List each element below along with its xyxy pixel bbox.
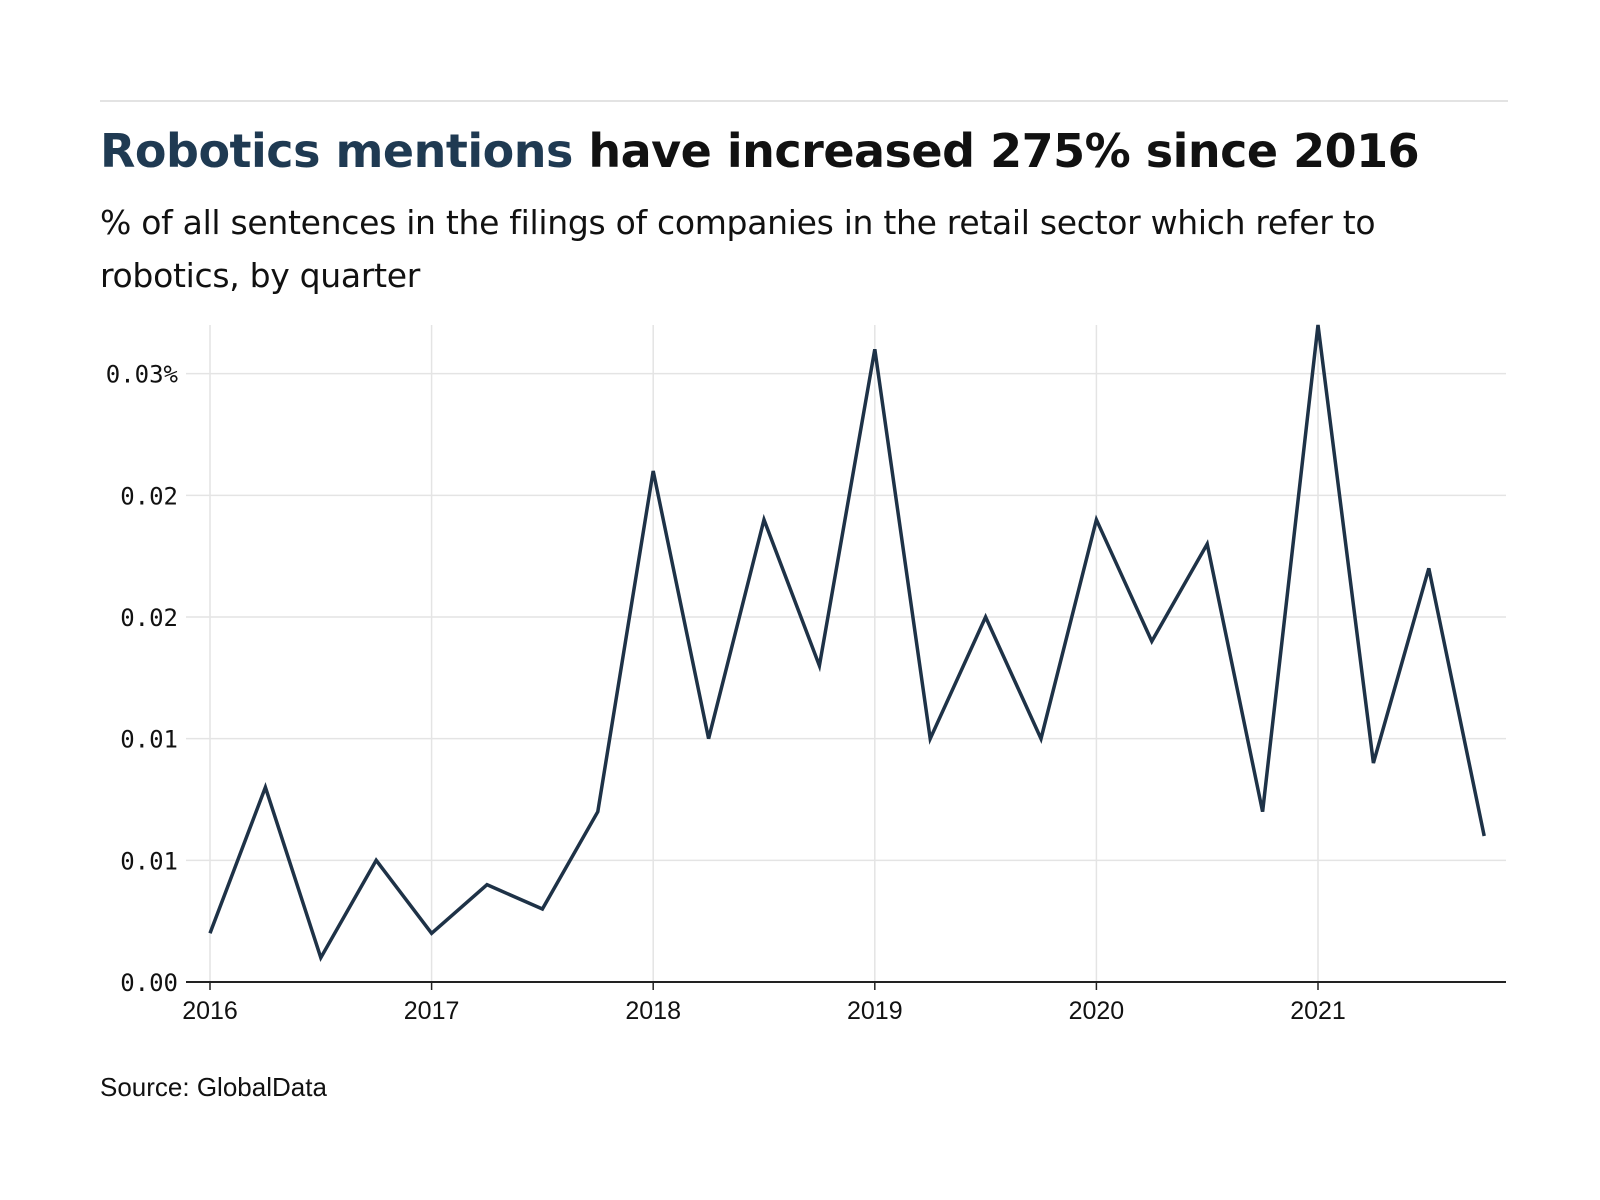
x-tick-label: 2019 <box>847 997 903 1025</box>
x-tick-label: 2021 <box>1290 997 1346 1025</box>
y-tick-label: 0.03% <box>106 361 179 389</box>
x-tick-label: 2018 <box>625 997 681 1025</box>
grid-layer <box>186 325 1506 982</box>
y-tick-label: 0.02 <box>120 482 178 510</box>
chart-headline: Robotics mentions have increased 275% si… <box>100 124 1420 178</box>
top-rule <box>100 100 1508 102</box>
axis-layer <box>186 981 1506 990</box>
x-tick-label: 2017 <box>404 997 460 1025</box>
source-note: Source: GlobalData <box>100 1072 327 1102</box>
line-chart: 0.00 0.01 0.01 0.02 0.02 0.03% 2016 2017 2018 201… <box>106 324 1506 1025</box>
label-layer: 0.00 0.01 0.01 0.02 0.02 0.03% 2016 2017 2018 201… <box>106 361 1346 1025</box>
headline-accent: Robotics mentions <box>100 124 573 178</box>
y-tick-label: 0.02 <box>120 604 178 632</box>
y-tick-label: 0.01 <box>120 726 178 754</box>
series-line <box>208 324 1486 963</box>
chart-subtitle: % of all sentences in the filings of com… <box>100 203 1376 295</box>
headline-rest: have increased 275% since 2016 <box>572 124 1420 178</box>
x-tick-label: 2020 <box>1069 997 1125 1025</box>
x-tick-label: 2016 <box>182 997 238 1025</box>
series-layer <box>208 324 1486 963</box>
y-tick-label: 0.00 <box>120 969 178 997</box>
y-tick-label: 0.01 <box>120 847 178 875</box>
